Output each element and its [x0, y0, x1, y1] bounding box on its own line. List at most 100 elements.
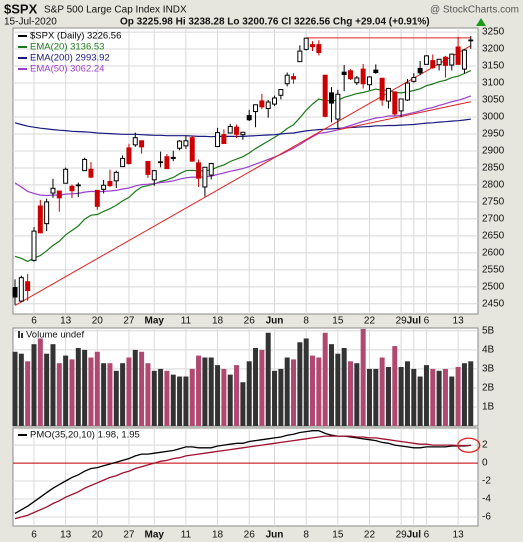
volume-bar	[436, 370, 442, 426]
volume-bar	[385, 367, 391, 426]
candle-body	[202, 166, 208, 188]
volume-bar	[455, 367, 461, 426]
y-tick-label: 3250	[482, 27, 505, 38]
volume-bar	[278, 368, 284, 426]
panel-label: Volume undef	[26, 330, 84, 341]
x-tick-label: Jun	[266, 530, 284, 541]
volume-bar	[170, 374, 176, 426]
volume-bar	[12, 351, 18, 426]
volume-bar	[240, 382, 246, 426]
candle-body	[278, 88, 284, 96]
legend-icon	[21, 333, 23, 338]
x-tick-label: 26	[244, 316, 256, 327]
candle-body	[373, 69, 379, 73]
volume-bar	[177, 376, 183, 426]
x-tick-label: 22	[364, 316, 376, 327]
x-tick-label: Jul	[407, 316, 422, 327]
candle-body	[208, 163, 214, 176]
panel-label: PMO(35,20,10) 1.98, 1.95	[30, 430, 140, 441]
up-arrow	[476, 18, 486, 26]
candle-body	[360, 68, 366, 85]
candle-body	[88, 168, 94, 178]
y-tick-label: 3000	[482, 112, 505, 123]
x-tick-label: 22	[364, 530, 376, 541]
candle-body	[145, 160, 151, 175]
x-tick-label: 29	[396, 530, 408, 541]
volume-bar	[417, 376, 423, 426]
subtitle: S&P 500 Large Cap Index INDX	[44, 5, 187, 16]
y-tick-label: 2750	[482, 197, 505, 208]
y-tick-label: 2800	[482, 180, 505, 191]
candle-body	[297, 50, 303, 63]
volume-bar	[461, 363, 467, 426]
volume-bar	[442, 368, 448, 426]
candle-body	[234, 126, 240, 135]
y-tick-label: 2700	[482, 214, 505, 225]
x-tick-label: 26	[244, 530, 256, 541]
candle-body	[139, 140, 145, 148]
volume-bar	[25, 361, 31, 426]
y-tick-label: 2650	[482, 231, 505, 242]
volume-bar	[101, 363, 107, 426]
volume-bar	[430, 368, 436, 426]
volume-bar	[265, 332, 271, 426]
candle-body	[449, 53, 455, 66]
candle-body	[366, 76, 372, 86]
x-tick-label: 6	[31, 316, 37, 327]
candle-body	[215, 132, 221, 148]
volume-bar	[69, 359, 75, 426]
volume-bar	[272, 370, 278, 426]
candle-body	[126, 147, 132, 165]
volume-bar	[234, 365, 240, 426]
candle-body	[455, 46, 461, 65]
date: 15-Jul-2020	[4, 17, 57, 28]
candle-body	[436, 58, 442, 66]
volume-bar	[18, 353, 24, 426]
x-tick-label: 6	[31, 530, 37, 541]
candle-body	[227, 126, 233, 134]
x-tick-label: 18	[212, 530, 224, 541]
candle-body	[37, 205, 43, 234]
volume-bar	[360, 328, 366, 426]
y-tick-label: 2B	[482, 383, 495, 394]
y-tick-label: 2550	[482, 264, 505, 275]
volume-bar	[44, 353, 50, 426]
volume-bar	[82, 349, 88, 426]
highlight-circle	[457, 437, 481, 453]
volume-bar	[56, 363, 62, 426]
candle-body	[379, 77, 385, 101]
volume-bar	[221, 368, 227, 426]
volume-bar	[151, 370, 157, 426]
volume-bar	[379, 357, 385, 426]
candle-body	[56, 190, 62, 199]
candle-body	[284, 74, 290, 85]
ema-line	[14, 95, 472, 197]
x-tick-label: 15	[332, 530, 344, 541]
y-tick-label: 2950	[482, 129, 505, 140]
y-tick-label: 2500	[482, 281, 505, 292]
candle-body	[259, 100, 265, 108]
volume-bar	[183, 376, 189, 426]
x-tick-label: 11	[181, 316, 192, 327]
volume-bar	[398, 367, 404, 426]
candle-body	[423, 55, 429, 65]
x-tick-label: 6	[424, 530, 430, 541]
candle-body	[461, 49, 467, 70]
pmo-line	[14, 430, 471, 514]
volume-bar	[50, 344, 56, 426]
x-tick-label: 13	[453, 316, 465, 327]
candle-body	[31, 230, 37, 261]
volume-bar	[145, 363, 151, 426]
volume-bar	[164, 370, 170, 426]
volume-bar	[246, 361, 252, 426]
x-tick-label: 6	[424, 316, 430, 327]
volume-bar	[341, 347, 347, 426]
candle-body	[75, 184, 81, 187]
volume-bar	[139, 351, 145, 426]
y-tick-label: 3200	[482, 44, 505, 55]
legend-icon	[18, 331, 20, 338]
candle-body	[158, 161, 164, 164]
candle-body	[468, 39, 474, 42]
y-tick-label: 5B	[482, 325, 495, 336]
